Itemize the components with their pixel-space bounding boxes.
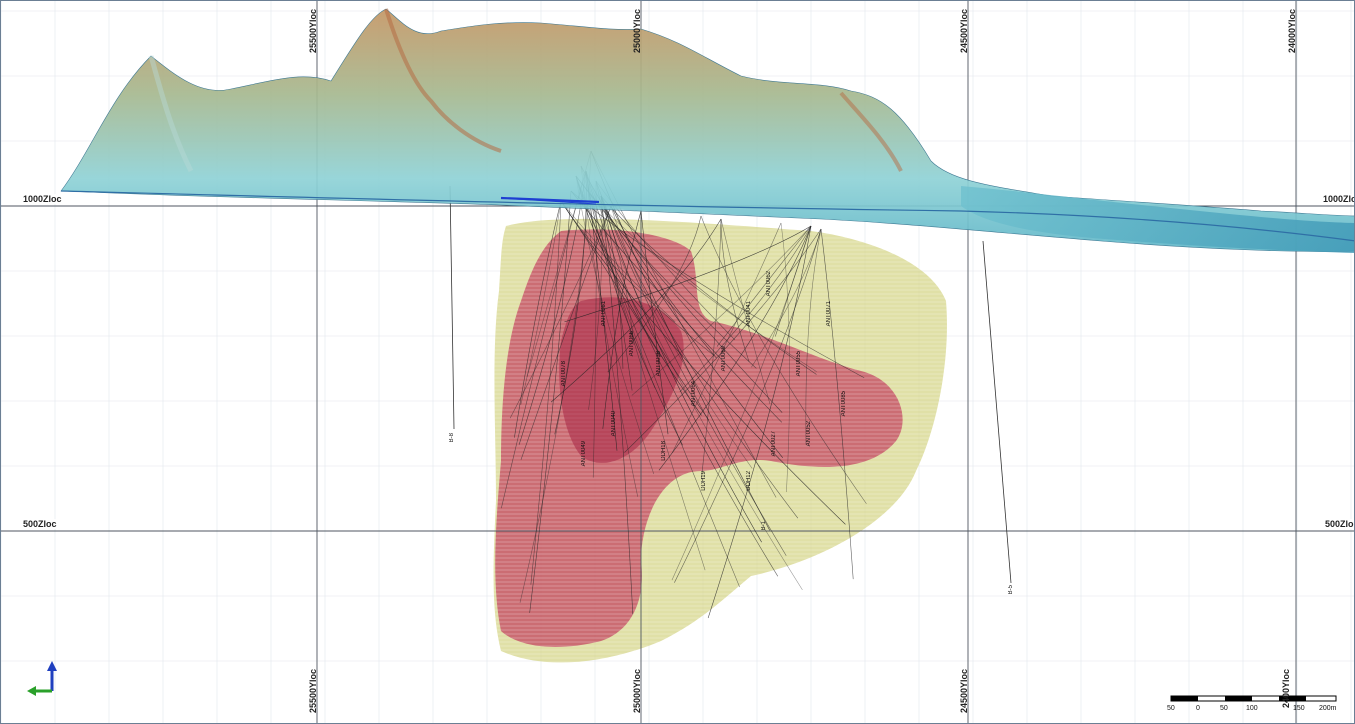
drill-hole-label: ANT0078	[561, 361, 567, 387]
scale-bar	[1170, 695, 1337, 702]
z-label-500-right: 500Zlo	[1324, 519, 1354, 529]
drill-hole-trace	[560, 200, 676, 323]
drill-hole-trace	[610, 205, 717, 359]
drill-hole-trace	[720, 218, 750, 362]
drill-hole-trace	[701, 218, 722, 480]
orientation-axes	[27, 661, 57, 696]
drill-hole-trace	[658, 225, 812, 471]
drill-hole-label: ANT0049	[581, 441, 587, 467]
drill-hole-trace	[631, 225, 812, 396]
drill-hole-trace	[575, 175, 740, 588]
scale-tick-label: 200m	[1319, 705, 1337, 712]
drill-hole-trace	[530, 200, 562, 585]
drill-hole-label: ANT0062	[766, 271, 772, 297]
drill-hole-label: ANT0071	[826, 301, 832, 327]
y-label-top-24500: 24500Yloc	[959, 9, 969, 54]
y-label-bottom-24000: 2400Yloc	[1281, 669, 1291, 709]
drill-hole-label: ANT0064	[691, 381, 697, 407]
drill-hole-label: ANT0040	[611, 411, 617, 437]
y-label-top-25500: 25500Yloc	[308, 9, 318, 54]
drill-hole-trace	[679, 225, 812, 393]
drill-hole-trace	[600, 195, 634, 615]
drill-hole-trace	[640, 210, 669, 435]
z-label-1000-right: 1000Zlo	[1322, 194, 1354, 204]
drill-hole-trace	[700, 215, 867, 504]
drill-hole-trace	[624, 228, 822, 453]
drill-hole-trace	[570, 190, 865, 379]
drill-hole-trace	[520, 200, 562, 405]
drill-hole-trace	[600, 195, 624, 369]
drill-hole-trace	[610, 205, 753, 469]
drill-hole-trace	[775, 225, 812, 337]
terrain-surface	[60, 8, 1354, 253]
drill-hole-label: ANT0052	[806, 421, 812, 447]
scale-tick-label: 50	[1220, 705, 1228, 712]
drill-hole-trace	[550, 218, 722, 403]
drill-hole-trace	[564, 225, 812, 323]
drill-hole-trace	[600, 195, 787, 556]
hole-label-b8: B-8	[449, 433, 455, 443]
drill-hole-trace	[780, 222, 790, 493]
drill-hole-label: DDH19	[701, 471, 707, 491]
drill-hole-label: ANT0027	[771, 431, 777, 457]
drill-hole-label: ANT0066	[629, 331, 635, 357]
scale-tick-label: 0	[1196, 705, 1200, 712]
drill-hole-label: ANT0069	[721, 346, 727, 372]
y-label-bottom-24500: 24500Yloc	[959, 669, 969, 714]
drill-hole-trace	[716, 225, 812, 347]
drill-hole-trace	[560, 200, 846, 525]
drill-hole-trace	[529, 190, 572, 613]
drill-hole-label: ANT0055	[796, 351, 802, 377]
y-label-top-25000: 25000Yloc	[632, 9, 642, 54]
drill-hole-label: DDH18	[661, 441, 667, 461]
drill-hole-label: ANT0085	[841, 391, 847, 417]
drill-hole-trace	[674, 228, 822, 583]
drill-hole-trace	[600, 195, 762, 543]
drill-hole-trace	[592, 180, 597, 478]
drill-hole-label: DDH12	[746, 471, 752, 491]
hole-label-b1: B-1	[761, 521, 767, 531]
y-label-top-24000: 24000Yloc	[1287, 9, 1297, 54]
drill-hole-trace	[514, 200, 562, 438]
drill-hole-trace	[585, 170, 779, 577]
drill-hole-trace	[751, 228, 822, 368]
drill-hole-label: ANT0041	[746, 301, 752, 327]
drill-hole-trace	[671, 225, 812, 581]
drill-hole-trace	[707, 225, 812, 619]
z-label-1000-left: 1000Zloc	[22, 194, 63, 204]
hole-label-b5: B-5	[1008, 585, 1014, 595]
drill-hole-trace	[820, 228, 854, 580]
scale-tick-label: 150	[1293, 705, 1305, 712]
drill-hole-label: ANT0061	[601, 301, 607, 327]
drill-hole-trace	[720, 218, 771, 404]
scale-tick-label: 100	[1246, 705, 1258, 712]
y-label-bottom-25500: 25500Yloc	[308, 669, 318, 714]
scale-tick-label: 50	[1167, 705, 1175, 712]
y-label-bottom-25000: 25000Yloc	[632, 669, 642, 714]
drill-hole-label: ANT0038	[656, 351, 662, 377]
z-label-500-left: 500Zloc	[22, 519, 58, 529]
drill-hole-trace	[580, 165, 706, 571]
drill-hole-trace	[600, 195, 817, 375]
